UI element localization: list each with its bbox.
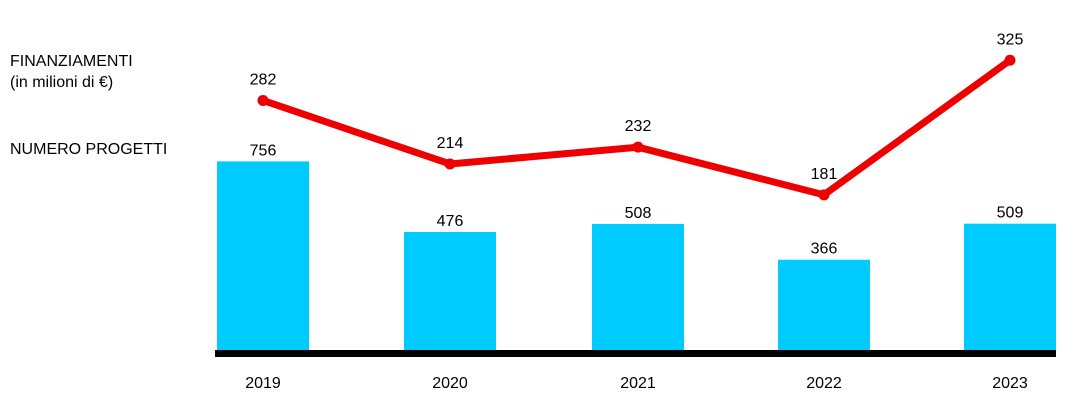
x-tick-label-2023: 2023 — [992, 375, 1028, 392]
bar-value-label-2019: 756 — [250, 142, 277, 159]
series-label-finanziamenti: FINANZIAMENTI (in milioni di €) — [10, 51, 133, 93]
line-value-label-2023: 325 — [997, 31, 1024, 48]
line-point-2020 — [444, 158, 456, 170]
line-point-2022 — [818, 189, 830, 201]
line-value-label-2021: 232 — [625, 118, 652, 135]
bar-2020 — [404, 232, 496, 352]
x-tick-label-2019: 2019 — [245, 375, 281, 392]
bar-value-label-2020: 476 — [437, 213, 464, 230]
series-label-finanziamenti-line1: FINANZIAMENTI — [10, 53, 133, 70]
line-point-2021 — [632, 141, 644, 153]
line-point-2023 — [1004, 54, 1016, 66]
bar-value-label-2022: 366 — [811, 241, 838, 258]
x-tick-label-2022: 2022 — [806, 375, 842, 392]
bar-2022 — [778, 259, 870, 352]
series-label-finanziamenti-line2: (in milioni di €) — [10, 74, 114, 91]
line-value-label-2019: 282 — [250, 71, 277, 88]
x-tick-label-2021: 2021 — [620, 375, 656, 392]
line-point-2019 — [257, 94, 269, 106]
bar-2019 — [217, 161, 309, 352]
bar-2021 — [592, 223, 684, 352]
line-value-label-2020: 214 — [437, 135, 464, 152]
bar-value-label-2023: 509 — [997, 205, 1024, 222]
x-tick-label-2020: 2020 — [432, 375, 468, 392]
series-label-numero-progetti: NUMERO PROGETTI — [10, 141, 168, 158]
line-value-label-2022: 181 — [811, 166, 838, 183]
bar-value-label-2021: 508 — [625, 205, 652, 222]
x-axis-line — [215, 350, 1056, 357]
bar-2023 — [964, 223, 1056, 352]
